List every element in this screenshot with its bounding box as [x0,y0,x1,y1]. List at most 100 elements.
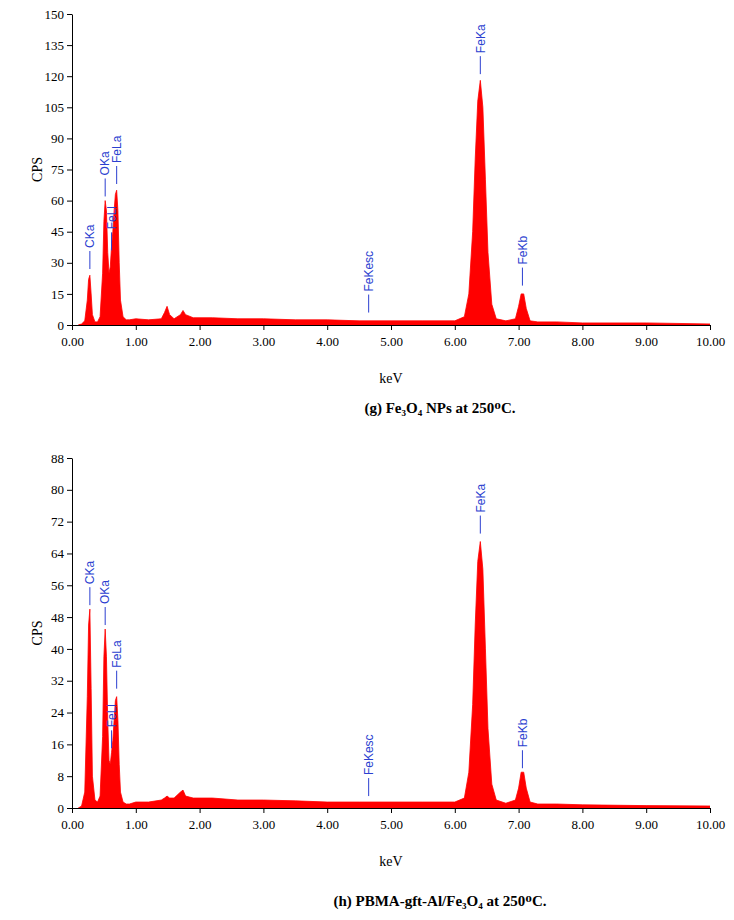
y-axis-title: CPS [30,621,45,646]
y-tick: 64 [51,546,72,561]
x-tick-mark [200,325,201,330]
y-tick-mark [67,45,72,46]
x-tick-mark [263,808,264,813]
spectrum-area [78,80,710,325]
y-tick: 24 [51,705,72,720]
x-tick-label: 9.00 [635,817,658,832]
x-tick: 10.00 [696,325,725,349]
x-tick: 1.00 [125,325,148,349]
x-tick-mark [327,325,328,330]
y-tick-label: 0 [58,801,65,816]
peak-label: FeLl [105,704,119,727]
y-axis: 0816243240485664728088 [51,451,73,816]
x-tick: 5.00 [380,325,403,349]
peak-label: FeKb [516,236,530,265]
peak-label: FeKa [474,484,488,513]
y-tick-label: 64 [51,546,65,561]
y-tick-label: 135 [45,38,65,53]
x-tick: 2.00 [189,325,212,349]
x-tick-mark [136,325,137,330]
y-tick: 0 [58,801,73,816]
x-tick-mark [391,325,392,330]
peak-marker [116,671,117,689]
x-tick-label: 8.00 [572,817,595,832]
y-tick-mark [67,76,72,77]
y-tick-label: 80 [51,482,64,497]
x-tick: 2.00 [189,808,212,832]
x-tick: 7.00 [508,325,531,349]
y-tick-mark [67,263,72,264]
peak-marker [116,166,117,184]
peak-marker [105,607,106,625]
y-tick-label: 150 [45,7,65,22]
y-tick-label: 45 [51,224,64,239]
y-tick-label: 72 [51,514,64,529]
x-tick-label: 10.00 [696,817,725,832]
y-tick-mark [67,325,72,326]
x-tick: 8.00 [572,808,595,832]
peak-label: FeLa [110,135,124,163]
x-tick-mark [582,325,583,330]
peak-label: FeKesc [362,734,376,775]
y-tick: 60 [51,193,72,208]
x-tick-label: 6.00 [444,334,467,349]
y-tick-label: 60 [51,193,64,208]
y-tick-label: 30 [51,255,64,270]
x-tick-mark [582,808,583,813]
y-tick-mark [67,713,72,714]
peak-label: FeKb [516,718,530,747]
y-tick-mark [67,232,72,233]
y-tick: 30 [51,255,72,270]
y-tick-mark [67,776,72,777]
x-tick-mark [519,325,520,330]
x-tick-label: 3.00 [253,817,276,832]
x-tick-label: 0.00 [61,334,84,349]
x-tick-mark [136,808,137,813]
x-tick-mark [519,808,520,813]
x-tick-mark [72,808,73,813]
x-tick-mark [710,325,711,330]
y-tick: 80 [51,482,72,497]
y-tick: 45 [51,224,72,239]
annotations: CKaOKaFeLlFeLaFeKescFeKaFeKb [83,484,530,797]
y-tick-mark [67,744,72,745]
peak-marker [480,56,481,74]
x-tick-mark [263,325,264,330]
y-tick-label: 16 [51,737,65,752]
x-tick-mark [646,325,647,330]
x-axis: 0.001.002.003.004.005.006.007.008.009.00… [61,808,725,832]
y-tick: 32 [51,673,72,688]
y-tick: 15 [51,287,72,302]
x-tick-mark [200,808,201,813]
x-tick-label: 1.00 [125,334,148,349]
y-tick-mark [67,107,72,108]
y-tick-mark [67,458,72,459]
y-tick: 48 [51,610,72,625]
y-tick: 0 [58,318,73,333]
peak-marker [368,778,369,796]
y-tick: 105 [45,100,73,115]
caption: (g) Fe₃O₄ NPs at 250ᴼC. [364,400,515,417]
x-tick-mark [646,808,647,813]
x-tick: 5.00 [380,808,403,832]
x-tick: 10.00 [696,808,725,832]
y-tick: 120 [45,69,73,84]
x-tick-mark [327,808,328,813]
x-tick: 9.00 [635,325,658,349]
x-axis: 0.001.002.003.004.005.006.007.008.009.00… [61,325,725,349]
y-tick-label: 48 [51,610,64,625]
x-axis-title: keV [379,854,402,869]
y-tick-mark [67,617,72,618]
x-tick: 3.00 [253,325,276,349]
y-axis-line [72,15,73,326]
y-tick-mark [67,14,72,15]
x-tick-label: 5.00 [380,334,403,349]
x-tick-label: 10.00 [696,334,725,349]
x-tick-label: 5.00 [380,817,403,832]
y-tick-mark [67,649,72,650]
y-tick-mark [67,681,72,682]
y-axis: 0153045607590105120135150 [45,7,73,333]
x-tick: 3.00 [253,808,276,832]
peak-label: FeLa [110,640,124,668]
y-tick-label: 90 [51,131,64,146]
